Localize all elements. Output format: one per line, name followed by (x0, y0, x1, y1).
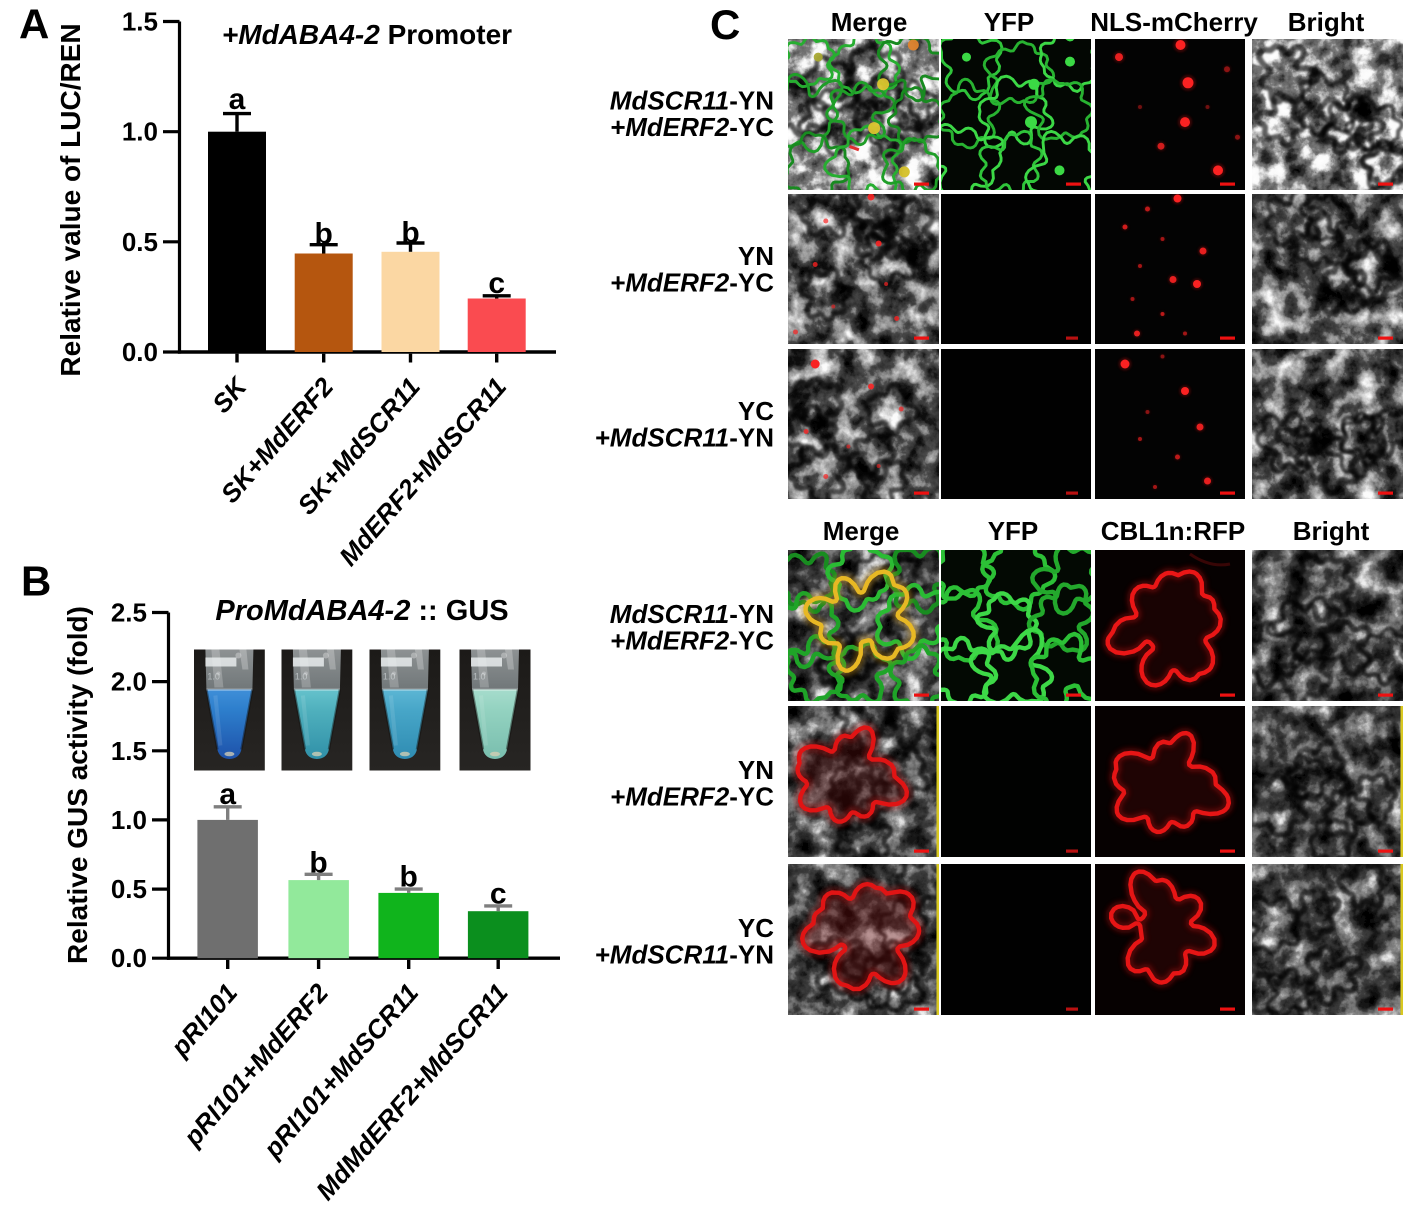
svg-text:c: c (488, 267, 505, 300)
svg-text:b: b (315, 218, 333, 251)
svg-text:1.0: 1.0 (122, 117, 158, 147)
svg-text:MdSCR11-YN: MdSCR11-YN (610, 599, 774, 629)
svg-text:a: a (219, 778, 236, 811)
svg-text:0.0: 0.0 (122, 337, 158, 367)
svg-text:YFP: YFP (988, 516, 1039, 546)
svg-text:+MdABA4-2 Promoter: +MdABA4-2 Promoter (222, 19, 512, 50)
svg-text:+MdERF2-YC: +MdERF2-YC (610, 112, 774, 142)
svg-text:0.0: 0.0 (111, 943, 147, 973)
svg-text:YC: YC (738, 396, 774, 426)
svg-text:Relative GUS activity (fold): Relative GUS activity (fold) (62, 606, 93, 964)
svg-text:1.5: 1.5 (111, 736, 147, 766)
svg-text:Bright: Bright (1293, 516, 1370, 546)
svg-text:1.5: 1.5 (122, 7, 158, 37)
svg-text:2.0: 2.0 (111, 667, 147, 697)
svg-text:b: b (309, 847, 327, 880)
svg-text:1.0: 1.0 (473, 672, 486, 682)
svg-text:A: A (19, 0, 49, 47)
svg-text:0.5: 0.5 (111, 874, 147, 904)
svg-text:Relative value of LUC/REN: Relative value of LUC/REN (55, 23, 86, 376)
svg-text:CBL1n:RFP: CBL1n:RFP (1101, 516, 1245, 546)
svg-text:+MdSCR11-YN: +MdSCR11-YN (595, 940, 774, 970)
svg-text:Bright: Bright (1288, 7, 1365, 37)
svg-text:YFP: YFP (984, 7, 1035, 37)
svg-text:a: a (229, 83, 246, 116)
svg-text:YN: YN (738, 755, 774, 785)
svg-text:Merge: Merge (823, 516, 900, 546)
svg-text:+MdSCR11-YN: +MdSCR11-YN (595, 423, 774, 453)
svg-text:1.0: 1.0 (383, 672, 396, 682)
svg-text:b: b (401, 217, 419, 250)
svg-text:0.5: 0.5 (122, 227, 158, 257)
svg-text:YN: YN (738, 241, 774, 271)
svg-text:+MdERF2-YC: +MdERF2-YC (610, 626, 774, 656)
svg-text:MdSCR11-YN: MdSCR11-YN (610, 86, 774, 116)
svg-text:ProMdABA4-2 :: GUS: ProMdABA4-2 :: GUS (215, 595, 508, 627)
svg-text:1.0: 1.0 (207, 672, 220, 682)
svg-text:C: C (710, 1, 740, 48)
svg-text:Merge: Merge (831, 7, 908, 37)
svg-text:c: c (490, 878, 507, 911)
svg-text:B: B (21, 558, 51, 605)
svg-text:NLS-mCherry: NLS-mCherry (1090, 7, 1258, 37)
svg-text:+MdERF2-YC: +MdERF2-YC (610, 268, 774, 298)
svg-text:1.0: 1.0 (111, 805, 147, 835)
svg-text:b: b (400, 861, 418, 894)
svg-text:+MdERF2-YC: +MdERF2-YC (610, 782, 774, 812)
svg-text:1.0: 1.0 (295, 672, 308, 682)
svg-text:2.5: 2.5 (111, 598, 147, 628)
svg-text:YC: YC (738, 913, 774, 943)
